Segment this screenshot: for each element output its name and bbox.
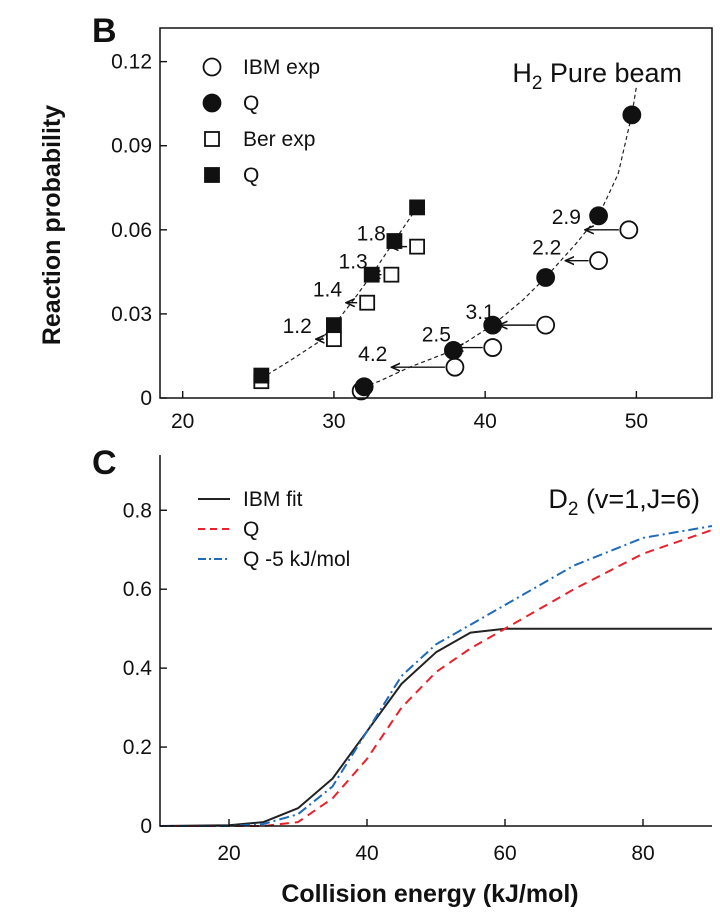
panel-c-legend-label: Q xyxy=(243,518,259,541)
panel-b-data-point xyxy=(483,338,503,357)
panel-c-legend: IBM fit Q Q -5 kJ/mol xyxy=(198,488,350,571)
panel-b-legend-label: Ber exp xyxy=(243,128,315,151)
panel-b-x-tick-label: 20 xyxy=(171,410,194,433)
panel-b-title: H2 Pure beam xyxy=(512,58,682,94)
panel-b-x-tick-label: 50 xyxy=(625,410,648,433)
panel-b-data-point xyxy=(409,238,425,255)
panel-b: B Reaction probability 4.22.53.12.22.91.… xyxy=(38,12,713,433)
panel-c-x-tick-label: 40 xyxy=(355,842,378,865)
panel-c-x-tick-label: 60 xyxy=(493,842,516,865)
panel-b-shift-label: 1.4 xyxy=(313,279,343,302)
panel-b-data-point xyxy=(536,268,556,287)
panel-c-x-tick-label: 20 xyxy=(217,842,240,865)
panel-letter-b: B xyxy=(92,12,117,50)
panel-b-data-point xyxy=(589,251,608,271)
panel-b-data-point xyxy=(326,317,342,334)
panel-b-legend-marker xyxy=(202,93,222,113)
panel-c-y-tick-label: 0.2 xyxy=(123,736,152,759)
panel-b-shift-label: 2.9 xyxy=(552,206,581,229)
panel-b-x-tick-label: 40 xyxy=(473,410,496,433)
panel-c-x-axis-label: Collision energy (kJ/mol) xyxy=(281,880,578,908)
panel-b-shift-label: 2.2 xyxy=(532,237,561,260)
panel-letter-c: C xyxy=(92,444,117,482)
panel-b-y-axis-label: Reaction probability xyxy=(38,105,66,345)
panel-b-y-tick-label: 0.09 xyxy=(111,135,152,158)
panel-b-legend-label: Q xyxy=(243,92,259,115)
panel-b-data-point xyxy=(354,377,374,397)
panel-b-data-point xyxy=(589,206,608,226)
panel-b-plot-frame xyxy=(159,27,713,399)
panel-b-data-point xyxy=(619,220,639,240)
panel-c: C 20 40 60 80 0 0.2 0.4 0.6 0.8 Collision energy… xyxy=(92,444,713,908)
panel-b-data-point xyxy=(359,294,376,311)
panel-c-y-tick-label: 0.6 xyxy=(123,578,152,601)
panel-b-legend-marker xyxy=(204,167,220,183)
panel-c-x-tick-label: 80 xyxy=(631,842,654,865)
panel-c-y-tick-label: 0.8 xyxy=(123,499,152,522)
panel-b-shift-label: 4.2 xyxy=(358,343,387,366)
panel-b-legend-label: Q xyxy=(243,164,259,187)
panel-b-legend-marker xyxy=(204,131,220,147)
panel-b-data-point xyxy=(483,315,503,335)
panel-b-data-point xyxy=(536,315,556,335)
panel-b-y-tick-label: 0.03 xyxy=(111,303,152,326)
panel-b-shift-label: 1.2 xyxy=(283,315,312,338)
panel-c-y-tick-label: 0.4 xyxy=(123,657,153,680)
panel-c-series-line xyxy=(159,627,712,827)
panel-c-title: D2 (v=1,J=6) xyxy=(548,484,700,520)
panel-b-shift-label: 2.5 xyxy=(422,324,451,347)
panel-b-y-tick-label: 0 xyxy=(140,387,152,410)
panel-b-legend: IBM exp Q Ber exp Q xyxy=(202,56,320,187)
panel-b-legend-label: IBM exp xyxy=(243,56,320,79)
panel-b-shift-label: 1.3 xyxy=(339,251,368,274)
panel-b-data-point xyxy=(383,266,400,283)
panel-b-fit-lines xyxy=(260,86,637,391)
panel-b-y-tick-label: 0.12 xyxy=(111,51,152,74)
panel-b-data-point xyxy=(363,266,380,283)
panel-b-data-point xyxy=(443,340,463,360)
panel-b-data-point xyxy=(386,233,403,249)
panel-b-data-point xyxy=(409,199,425,216)
panel-b-data-point xyxy=(326,331,342,348)
panel-c-legend-label: Q -5 kJ/mol xyxy=(243,548,350,571)
panel-b-data-point xyxy=(622,105,642,125)
panel-b-data-point xyxy=(445,357,465,377)
panel-b-x-tick-label: 30 xyxy=(322,410,345,433)
panel-c-y-tick-label: 0 xyxy=(140,815,152,838)
panel-b-y-tick-label: 0.06 xyxy=(111,219,152,242)
panel-b-legend-marker xyxy=(202,57,222,77)
panel-c-series-line xyxy=(160,529,713,827)
panel-b-shift-label: 1.8 xyxy=(357,223,386,246)
panel-b-data-point xyxy=(253,367,270,384)
panel-c-legend-label: IBM fit xyxy=(243,488,303,511)
panel-c-series-line xyxy=(160,525,713,827)
